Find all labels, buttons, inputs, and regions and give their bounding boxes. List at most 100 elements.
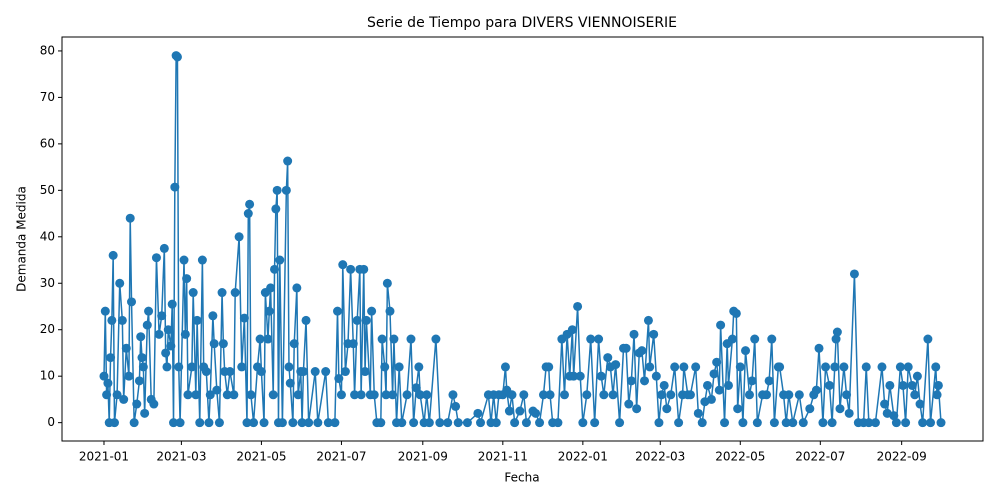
x-tick-label: 2021-01 [79,450,129,464]
point [352,315,362,325]
point [910,390,920,400]
point [624,399,634,409]
point [727,334,737,344]
x-tick-label: 2022-05 [715,450,765,464]
point [674,418,684,428]
point [723,380,733,390]
point [670,362,680,372]
point [915,399,925,409]
point [197,255,207,265]
point [99,371,109,381]
point [356,390,366,400]
point [268,390,278,400]
point [500,362,510,372]
point [898,380,908,390]
point [885,380,895,390]
point [285,378,295,388]
y-tick-label: 70 [40,90,55,104]
point [510,418,520,428]
point [272,185,282,195]
point [115,278,125,288]
point [229,390,239,400]
point [409,418,419,428]
point [121,343,131,353]
point [553,418,563,428]
point [798,418,808,428]
point [161,348,171,358]
point [333,306,343,316]
y-tick-label: 50 [40,183,55,197]
point [621,343,631,353]
point [350,390,360,400]
point [415,390,425,400]
y-tick-label: 60 [40,136,55,150]
point [169,418,179,428]
point [209,339,219,349]
point [230,288,240,298]
point [764,376,774,386]
point [794,390,804,400]
point [234,232,244,242]
point [651,371,661,381]
point [435,418,445,428]
x-tick-label: 2021-05 [236,450,286,464]
point [895,362,905,372]
point [263,334,273,344]
point [590,418,600,428]
point [204,418,214,428]
point [102,390,112,400]
point [208,311,218,321]
point [140,408,150,418]
point [313,418,323,428]
point [594,334,604,344]
point [515,406,525,416]
chart-title: Serie de Tiempo para DIVERS VIENNOISERIE [367,15,677,31]
point [521,418,531,428]
x-tick-label: 2021-09 [398,450,448,464]
point [107,315,117,325]
point [870,418,880,428]
point [784,390,794,400]
point [293,390,303,400]
point [281,185,291,195]
point [288,418,298,428]
point [762,390,772,400]
point [567,325,577,335]
point [877,362,887,372]
point [237,362,247,372]
point [731,308,741,318]
y-axis-label: Demanda Medida [15,186,29,292]
point [654,418,664,428]
point [106,353,116,363]
point [411,383,421,393]
point [271,204,281,214]
point [596,371,606,381]
x-tick-label: 2021-11 [478,450,528,464]
point [573,301,583,311]
point [531,408,541,418]
point [844,408,854,418]
point [151,253,161,263]
point [545,390,555,400]
x-tick-label: 2022-07 [795,450,845,464]
point [125,213,135,223]
point [304,418,314,428]
point [242,418,252,428]
point [448,390,458,400]
point [716,320,726,330]
point [504,406,514,416]
point [170,182,180,192]
point [134,376,144,386]
point [839,362,849,372]
point [159,243,169,253]
point [239,313,249,323]
point [124,371,134,381]
point [264,306,274,316]
point [827,418,837,428]
point [361,315,371,325]
point [738,418,748,428]
point [100,306,110,316]
point [137,353,147,363]
point [575,371,585,381]
